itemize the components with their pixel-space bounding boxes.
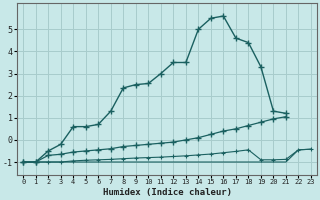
X-axis label: Humidex (Indice chaleur): Humidex (Indice chaleur)	[103, 188, 232, 197]
